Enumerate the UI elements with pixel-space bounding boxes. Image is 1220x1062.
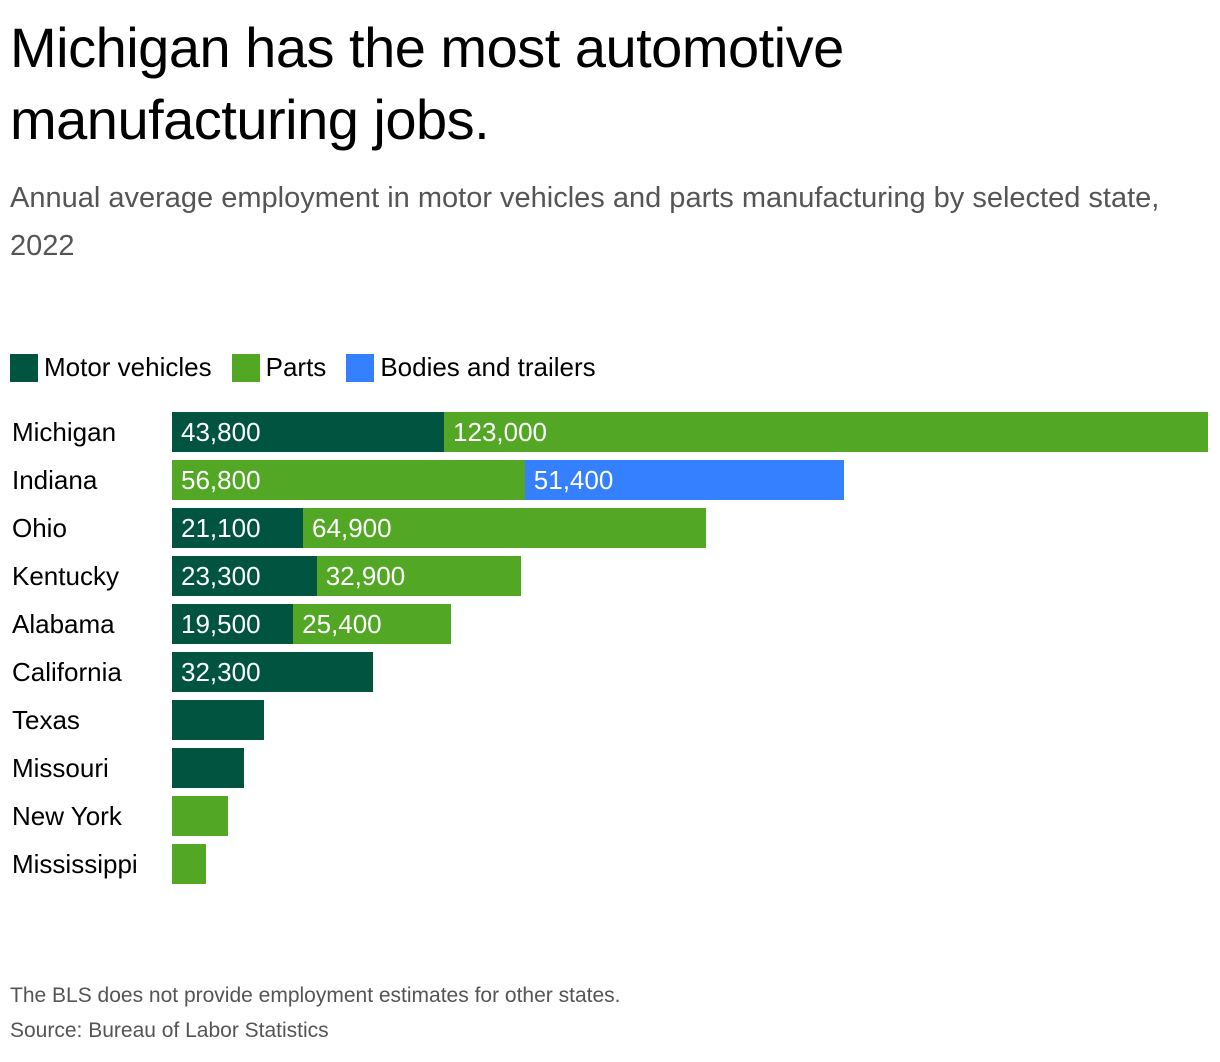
legend-label-motor-vehicles: Motor vehicles: [44, 352, 212, 382]
data-label-michigan-parts: 123,000: [453, 417, 548, 447]
legend-label-bodies-and-trailers: Bodies and trailers: [380, 352, 596, 382]
data-label-alabama-parts: 25,400: [302, 609, 382, 639]
bar-michigan-motor-vehicles: [172, 412, 445, 452]
row-label-michigan: Michigan: [12, 417, 117, 447]
bar-alabama-motor-vehicles: [172, 604, 294, 644]
bar-mississippi-parts: [172, 844, 207, 884]
data-label-kentucky-motor-vehicles: 23,300: [181, 561, 261, 591]
row-label-new-york: New York: [12, 801, 122, 831]
source-note: Source: Bureau of Labor Statistics: [10, 1019, 329, 1042]
legend: Motor vehicles Parts Bodies and trailers: [10, 352, 616, 383]
legend-item-parts: Parts: [231, 352, 327, 383]
chart-title: Michigan has the most automotive manufac…: [10, 16, 844, 151]
bar-michigan-parts: [444, 412, 1208, 452]
bar-new-york-parts: [172, 796, 228, 836]
legend-swatch-bodies-and-trailers: [346, 353, 375, 382]
row-label-missouri: Missouri: [12, 753, 109, 783]
data-label-ohio-parts: 64,900: [312, 513, 392, 543]
bar-texas-motor-vehicles: [172, 700, 264, 740]
bar-kentucky-parts: [316, 556, 522, 596]
row-label-indiana: Indiana: [12, 465, 98, 495]
legend-item-motor-vehicles: Motor vehicles: [10, 352, 212, 383]
row-label-kentucky: Kentucky: [12, 561, 119, 591]
data-label-indiana-bodies-and-trailers: 51,400: [533, 465, 614, 495]
bar-indiana-parts: [172, 460, 525, 500]
bar-indiana-bodies-and-trailers: [524, 460, 845, 500]
bar-missouri-motor-vehicles: [172, 748, 245, 788]
bar-ohio-parts: [303, 508, 707, 548]
data-label-indiana-parts: 56,800: [181, 465, 261, 495]
row-label-texas: Texas: [12, 705, 80, 735]
row-label-mississippi: Mississippi: [12, 849, 138, 879]
legend-swatch-motor-vehicles: [10, 353, 38, 382]
row-label-alabama: Alabama: [12, 609, 115, 639]
data-label-michigan-motor-vehicles: 43,800: [181, 417, 261, 447]
bar-california-motor-vehicles: [172, 652, 373, 692]
row-label-ohio: Ohio: [12, 513, 67, 543]
legend-swatch-parts: [231, 353, 260, 382]
bar-kentucky-motor-vehicles: [172, 556, 317, 596]
chart-subtitle: Annual average employment in motor vehic…: [10, 182, 1160, 262]
legend-item-bodies-and-trailers: Bodies and trailers: [346, 352, 596, 383]
data-label-kentucky-parts: 32,900: [325, 561, 406, 591]
bar-ohio-motor-vehicles: [172, 508, 304, 548]
footnote: The BLS does not provide employment esti…: [10, 984, 621, 1007]
row-label-california: California: [12, 657, 122, 687]
legend-label-parts: Parts: [265, 352, 327, 382]
data-label-ohio-motor-vehicles: 21,100: [181, 513, 261, 543]
bar-alabama-parts: [293, 604, 451, 644]
data-label-alabama-motor-vehicles: 19,500: [181, 609, 261, 639]
data-label-california-motor-vehicles: 32,300: [181, 657, 261, 687]
